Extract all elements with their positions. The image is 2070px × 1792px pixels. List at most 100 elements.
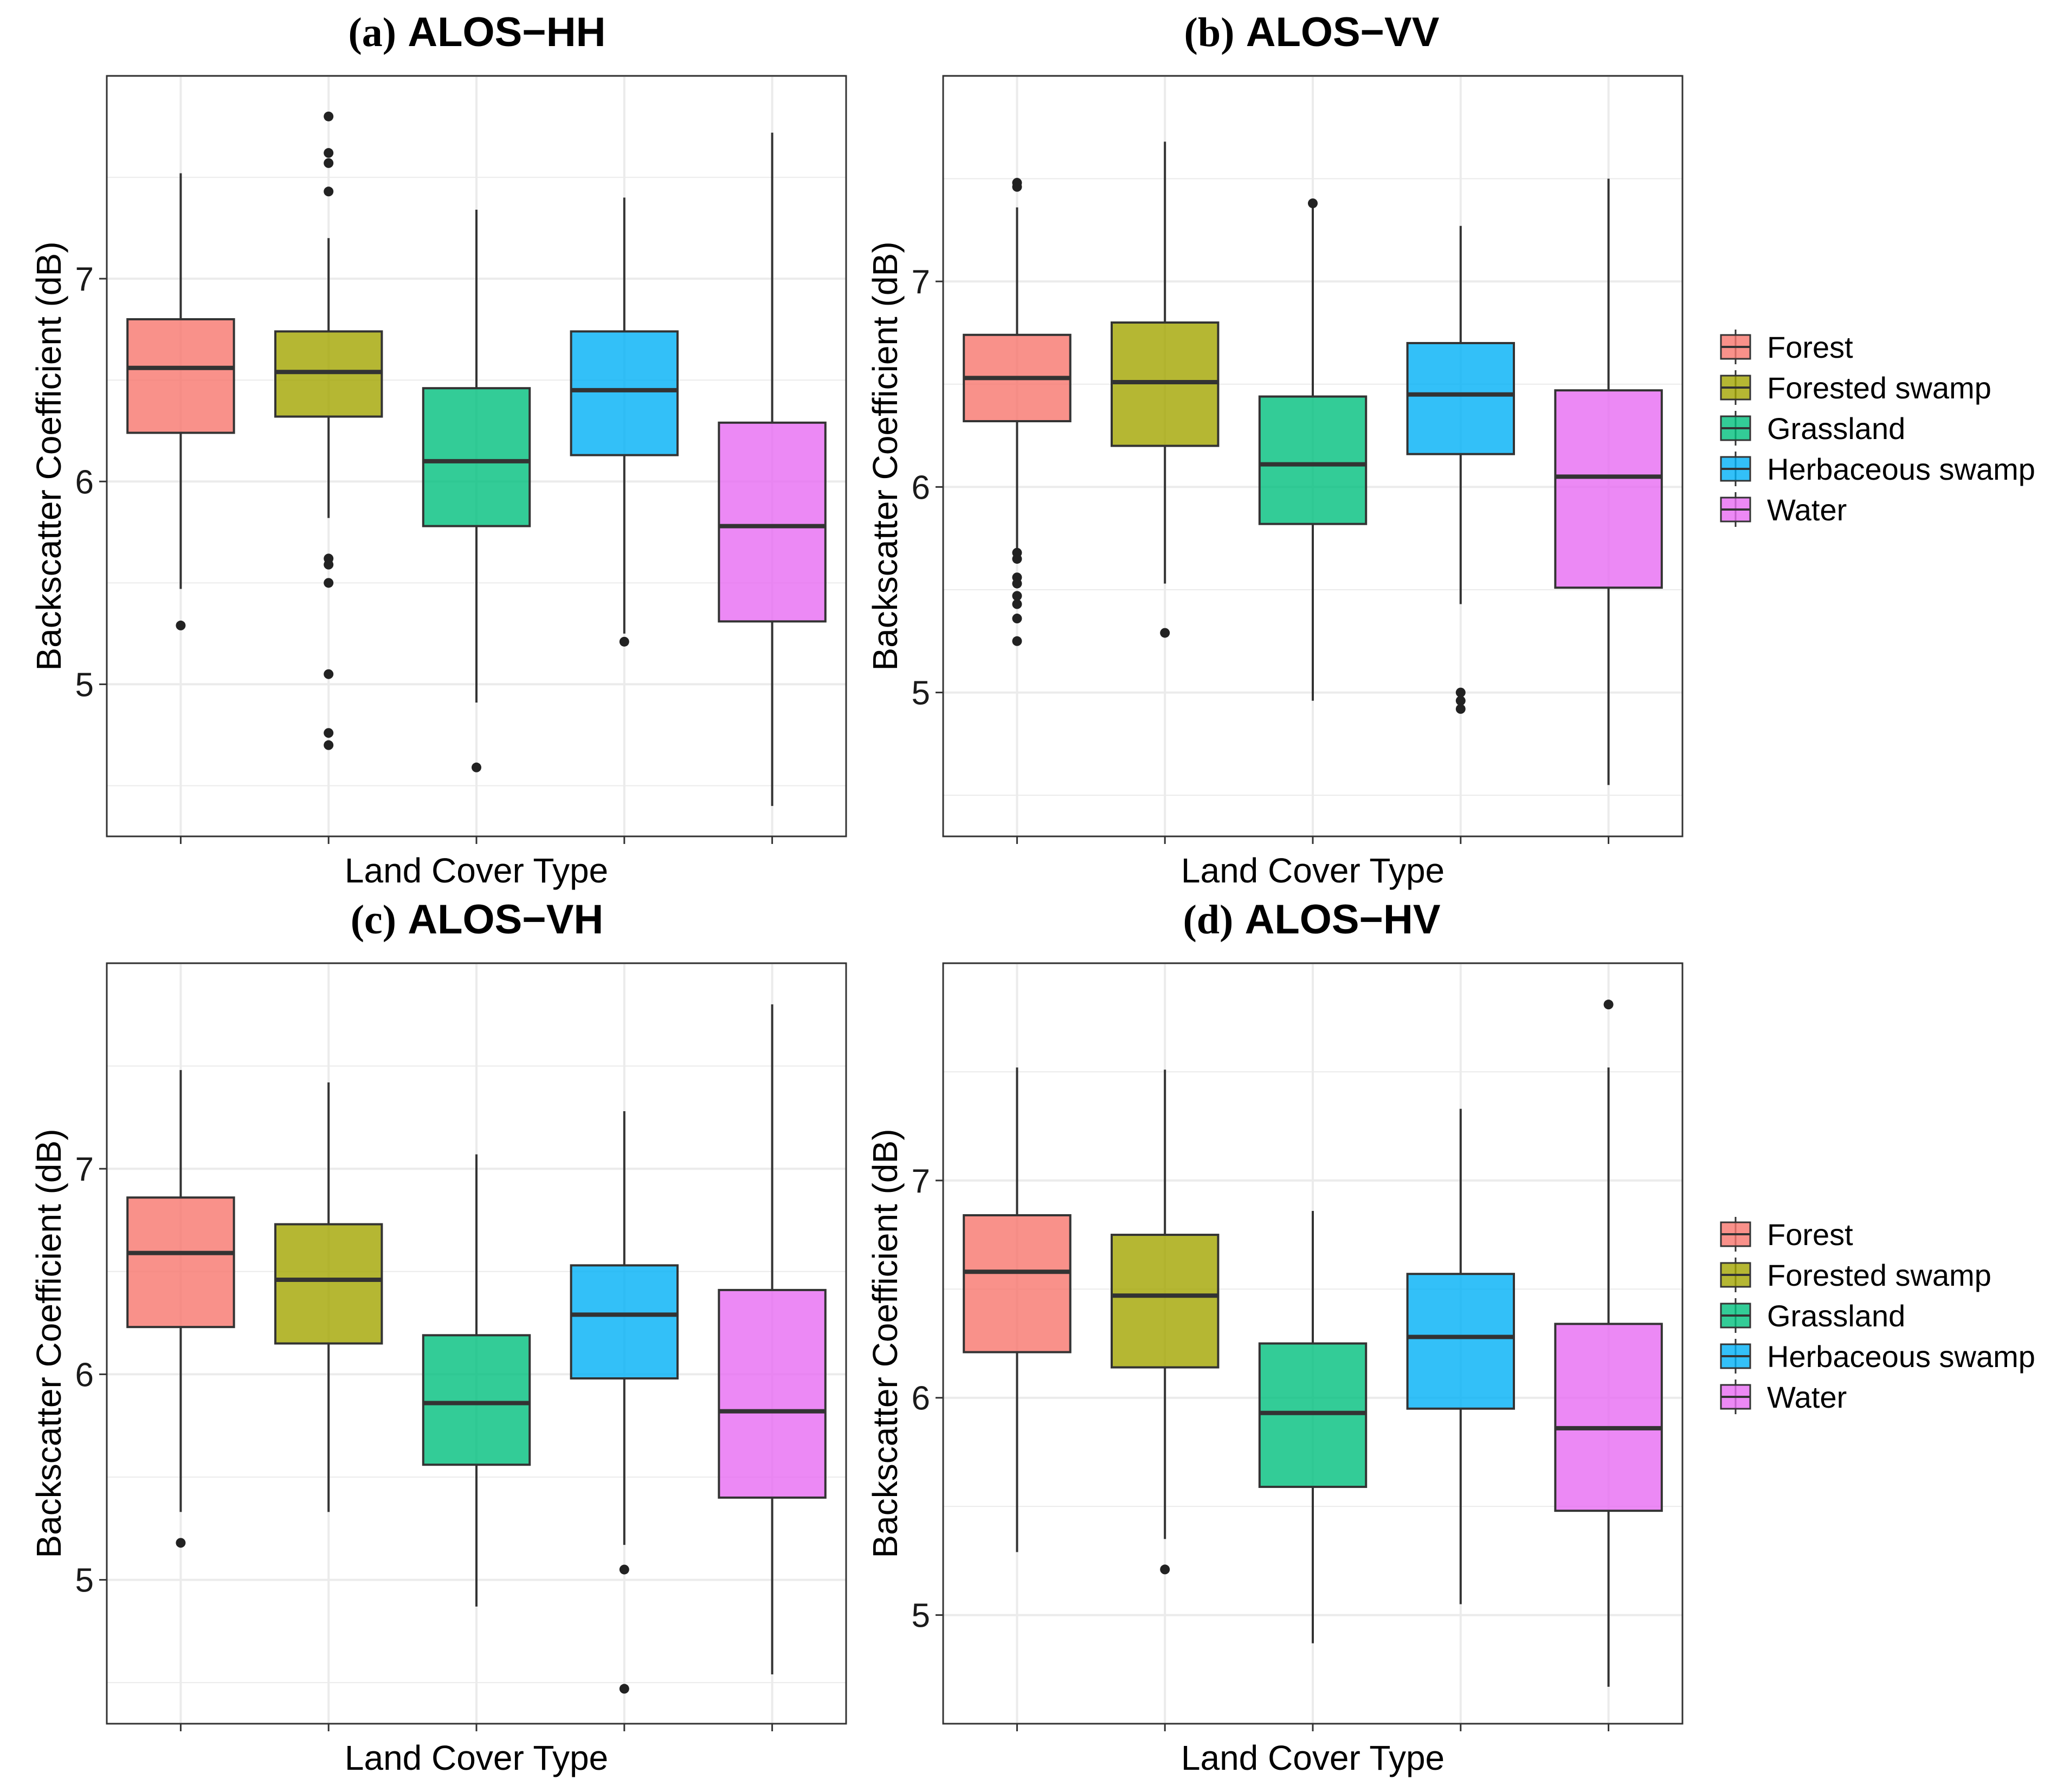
legend-label: Herbaceous swamp <box>1767 452 2035 486</box>
outlier-point <box>1603 1000 1614 1010</box>
outlier-point <box>324 158 334 168</box>
box-iqr <box>274 1223 383 1345</box>
legend-label: Grassland <box>1767 1299 1905 1333</box>
box-iqr <box>570 330 679 456</box>
x-axis-label: Land Cover Type <box>1181 851 1445 890</box>
panel-letter: (c) <box>351 897 396 943</box>
outlier-point <box>472 762 481 772</box>
box-iqr <box>126 318 235 434</box>
y-tick-label: 7 <box>912 263 930 301</box>
outlier-point <box>324 186 334 197</box>
y-axis-label: Backscatter Coefficient (dB) <box>29 241 68 671</box>
box-water <box>1554 1000 1663 1687</box>
panel-title-text: ALOS−HV <box>1244 897 1440 943</box>
box-water <box>718 1004 827 1674</box>
box-forested-swamp <box>274 111 383 750</box>
x-axis-label: Land Cover Type <box>1181 1738 1445 1777</box>
box-forested-swamp <box>274 1082 383 1512</box>
box-iqr <box>126 1196 235 1329</box>
y-axis-label: Backscatter Coefficient (dB) <box>866 1129 905 1558</box>
box-iqr <box>718 1288 827 1499</box>
box-herbaceous-swamp <box>570 197 679 647</box>
legend-item-forested-swamp: Forested swamp <box>1720 370 1991 405</box>
box-grassland <box>422 1154 531 1607</box>
y-tick-label: 5 <box>912 1597 930 1635</box>
box-iqr <box>1258 395 1368 525</box>
outlier-point <box>1455 695 1466 706</box>
box-forest <box>963 178 1072 646</box>
box-forest <box>963 1067 1072 1552</box>
box-herbaceous-swamp <box>1406 1108 1516 1604</box>
legend-label: Grassland <box>1767 411 1905 446</box>
title-gap <box>396 9 408 55</box>
panel-b: 5 6 7 Land Cover Type Backscatter Coefficien… <box>866 9 2035 890</box>
y-tick-label: 7 <box>75 261 94 298</box>
box-forested-swamp <box>1110 1069 1220 1575</box>
legend-item-water: Water <box>1720 1380 1847 1414</box>
legend-item-forest: Forest <box>1720 1217 1853 1252</box>
legend-label: Forest <box>1767 1217 1853 1252</box>
box-iqr <box>422 1334 531 1466</box>
outlier-point <box>1308 198 1318 209</box>
outlier-point <box>1012 614 1022 624</box>
legend: Forest Forested swamp Grassland Herbaceous … <box>1720 330 2035 527</box>
box-grassland <box>1258 1210 1368 1643</box>
panel-letter: (d) <box>1183 897 1233 943</box>
panel-title-text: ALOS−VH <box>408 897 603 943</box>
outlier-point <box>1160 1564 1170 1575</box>
box-forested-swamp <box>1110 141 1220 638</box>
outlier-point <box>324 559 334 570</box>
box-herbaceous-swamp <box>1406 225 1516 714</box>
box-grassland <box>1258 198 1368 701</box>
legend-item-herbaceous-swamp: Herbaceous swamp <box>1720 452 2035 486</box>
panel-c: 5 6 7 Land Cover Type Backscatter Coefficien… <box>29 897 847 1777</box>
y-tick-label: 5 <box>912 675 930 712</box>
y-tick-label: 6 <box>912 1380 930 1417</box>
box-iqr <box>1554 389 1663 589</box>
legend-item-forest: Forest <box>1720 330 1853 364</box>
legend-label: Water <box>1767 493 1847 527</box>
outlier-point <box>324 578 334 588</box>
box-iqr <box>570 1264 679 1380</box>
outlier-point <box>324 728 334 738</box>
box-grassland <box>422 209 531 772</box>
outlier-point <box>1012 182 1022 192</box>
y-axis-label: Backscatter Coefficient (dB) <box>29 1129 68 1558</box>
panel-title: (d) ALOS−HV <box>1183 897 1440 943</box>
legend-label: Forested swamp <box>1767 1258 1991 1292</box>
box-water <box>1554 178 1663 785</box>
title-gap <box>396 897 408 943</box>
outlier-point <box>1012 591 1022 601</box>
y-tick-label: 7 <box>75 1151 94 1188</box>
box-iqr <box>1406 1273 1516 1410</box>
title-gap <box>1233 897 1244 943</box>
box-iqr <box>1110 1234 1220 1369</box>
box-water <box>718 132 827 806</box>
box-iqr <box>1258 1342 1368 1488</box>
panel-title: (a) ALOS−HH <box>348 9 605 55</box>
y-axis-label: Backscatter Coefficient (dB) <box>866 241 905 671</box>
legend-label: Water <box>1767 1380 1847 1414</box>
outlier-point <box>1160 628 1170 638</box>
outlier-point <box>324 111 334 121</box>
outlier-point <box>1455 704 1466 714</box>
outlier-point <box>619 636 629 647</box>
x-axis-label: Land Cover Type <box>345 1738 608 1777</box>
outlier-point <box>176 620 186 630</box>
legend: Forest Forested swamp Grassland Herbaceous … <box>1720 1217 2035 1414</box>
y-tick-label: 6 <box>912 469 930 506</box>
panel-letter: (b) <box>1184 10 1235 55</box>
outlier-point <box>1455 687 1466 698</box>
outlier-point <box>324 148 334 158</box>
panel-title: (c) ALOS−VH <box>351 897 604 943</box>
legend-item-herbaceous-swamp: Herbaceous swamp <box>1720 1339 2035 1374</box>
y-tick-label: 5 <box>75 666 94 704</box>
outlier-point <box>619 1564 629 1575</box>
legend-item-grassland: Grassland <box>1720 1298 1905 1333</box>
legend-item-grassland: Grassland <box>1720 411 1905 446</box>
box-iqr <box>422 387 531 527</box>
panel-a: 5 6 7 Land Cover Type Backscatter Coefficien… <box>29 9 847 890</box>
panel-letter: (a) <box>348 10 396 55</box>
panel-title-text: ALOS−HH <box>408 9 605 55</box>
outlier-point <box>324 669 334 679</box>
